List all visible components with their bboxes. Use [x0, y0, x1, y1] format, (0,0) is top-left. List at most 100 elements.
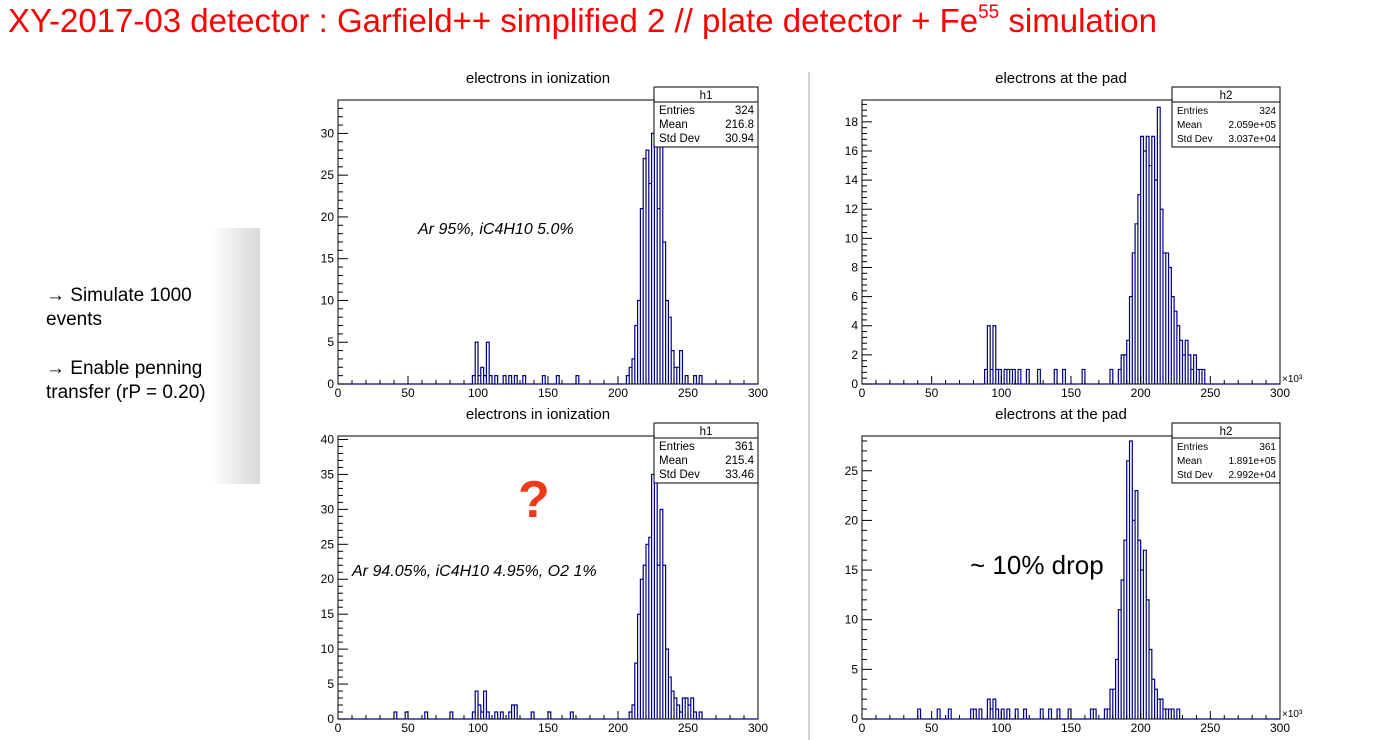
y-tick-label: 25 [321, 168, 335, 182]
y-tick-label: 20 [321, 572, 335, 586]
y-tick-label: 10 [321, 293, 335, 307]
stats-label: Std Dev [1177, 470, 1213, 481]
slide-title: XY-2017-03 detector : Garfield++ simplif… [8, 2, 1157, 39]
x-tick-label: 50 [925, 721, 939, 734]
chart-title: electrons at the pad [995, 72, 1127, 87]
stats-name: h2 [1220, 426, 1233, 438]
stats-box: h2 Entries 361 Mean 1.891e+05 Std Dev 2.992e+0… [1171, 422, 1281, 484]
stats-label: Mean [659, 455, 688, 467]
decorative-gradient-bar [210, 228, 260, 484]
y-tick-label: 2 [851, 348, 858, 362]
y-tick-label: 25 [321, 537, 335, 551]
stats-label: Std Dev [659, 133, 700, 145]
stats-name: h2 [1220, 90, 1233, 102]
stats-box: h2 Entries 324 Mean 2.059e+05 Std Dev 3.037e+0… [1171, 86, 1281, 148]
y-tick-label: 8 [851, 260, 858, 274]
stats-label: Entries [659, 441, 695, 453]
gas-composition-label: Ar 95%, iC4H10 5.0% [417, 221, 574, 238]
x-tick-label: 250 [1200, 721, 1220, 734]
y-tick-label: 0 [327, 712, 334, 726]
notes: → Simulate 1000 events → Enable penning … [46, 284, 241, 430]
y-tick-label: 16 [845, 144, 859, 158]
stats-value: 33.46 [725, 469, 754, 481]
stats-name: h1 [700, 90, 713, 102]
y-tick-label: 10 [845, 231, 859, 245]
x-tick-label: 0 [859, 386, 866, 400]
stats-box-frame [653, 86, 759, 148]
stats-box-frame [1171, 86, 1281, 148]
stats-label: Mean [1177, 456, 1202, 467]
x-tick-label: 150 [1061, 721, 1081, 734]
stats-name: h1 [700, 426, 713, 438]
x-tick-label: 100 [468, 386, 488, 400]
x-tick-label: 250 [678, 721, 698, 734]
drop-annotation: ~ 10% drop [970, 550, 1104, 580]
y-tick-label: 35 [321, 467, 335, 481]
stats-box: h1 Entries 324 Mean 216.8 Std Dev 30.94 [653, 86, 759, 148]
histogram-series [862, 106, 1280, 385]
x-tick-label: 0 [335, 721, 342, 734]
x-tick-label: 50 [925, 386, 939, 400]
stats-value: 215.4 [725, 455, 754, 467]
stats-value: 2.992e+04 [1228, 470, 1276, 481]
x-tick-label: 300 [1270, 386, 1290, 400]
y-tick-label: 10 [845, 613, 859, 627]
x-tick-label: 200 [608, 721, 628, 734]
x-multiplier-label: ×10³ [1282, 374, 1303, 385]
y-tick-label: 15 [321, 607, 335, 621]
histogram-panel-4: electrons at the pad 0 50 100 150 200 250 300 ×1… [812, 404, 1312, 734]
x-tick-label: 200 [1131, 721, 1151, 734]
x-tick-label: 300 [748, 386, 768, 400]
x-tick-label: 300 [748, 721, 768, 734]
y-tick-label: 20 [321, 210, 335, 224]
histogram-panel-3: electrons in ionization 0 50 100 150 200 250 30… [308, 404, 808, 734]
y-tick-label: 40 [321, 432, 335, 446]
y-tick-label: 0 [851, 712, 858, 726]
panel-divider [808, 72, 810, 740]
note-simulate: → Simulate 1000 events [46, 285, 192, 330]
x-tick-label: 50 [401, 721, 415, 734]
x-tick-label: 100 [468, 721, 488, 734]
stats-value: 361 [735, 441, 754, 453]
y-tick-label: 12 [845, 202, 859, 216]
y-tick-label: 5 [327, 335, 334, 349]
stats-value: 324 [735, 105, 755, 117]
stats-label: Std Dev [659, 469, 700, 481]
stats-value: 216.8 [725, 119, 754, 131]
x-multiplier-label: ×10³ [1282, 709, 1303, 720]
x-tick-label: 200 [608, 386, 628, 400]
y-tick-label: 6 [851, 290, 858, 304]
y-tick-label: 5 [851, 662, 858, 676]
y-tick-label: 30 [321, 126, 335, 140]
stats-label: Std Dev [1177, 134, 1213, 145]
stats-label: Entries [1177, 442, 1208, 453]
chart-title: electrons in ionization [466, 72, 610, 87]
stats-label: Entries [1177, 106, 1208, 117]
y-tick-label: 10 [321, 642, 335, 656]
y-tick-label: 14 [845, 173, 859, 187]
stats-value: 361 [1259, 442, 1276, 453]
gas-composition-label: Ar 94.05%, iC4H10 4.95%, O2 1% [351, 563, 597, 580]
x-tick-label: 300 [1270, 721, 1290, 734]
x-tick-label: 250 [1200, 386, 1220, 400]
y-tick-label: 15 [321, 252, 335, 266]
y-tick-label: 0 [851, 377, 858, 391]
y-tick-label: 30 [321, 502, 335, 516]
stats-label: Mean [659, 119, 688, 131]
stats-label: Mean [1177, 120, 1202, 131]
note-penning: → Enable penning transfer (rP = 0.20) [46, 358, 206, 403]
stats-value: 324 [1259, 106, 1276, 117]
x-tick-label: 150 [538, 721, 558, 734]
stats-box-frame [1171, 422, 1281, 484]
stats-box-frame [653, 422, 759, 484]
question-mark: ? [518, 471, 550, 529]
x-tick-label: 100 [991, 386, 1011, 400]
x-tick-label: 50 [401, 386, 415, 400]
stats-label: Entries [659, 105, 695, 117]
x-tick-label: 150 [1061, 386, 1081, 400]
histogram-series [338, 107, 758, 385]
x-tick-label: 0 [859, 721, 866, 734]
